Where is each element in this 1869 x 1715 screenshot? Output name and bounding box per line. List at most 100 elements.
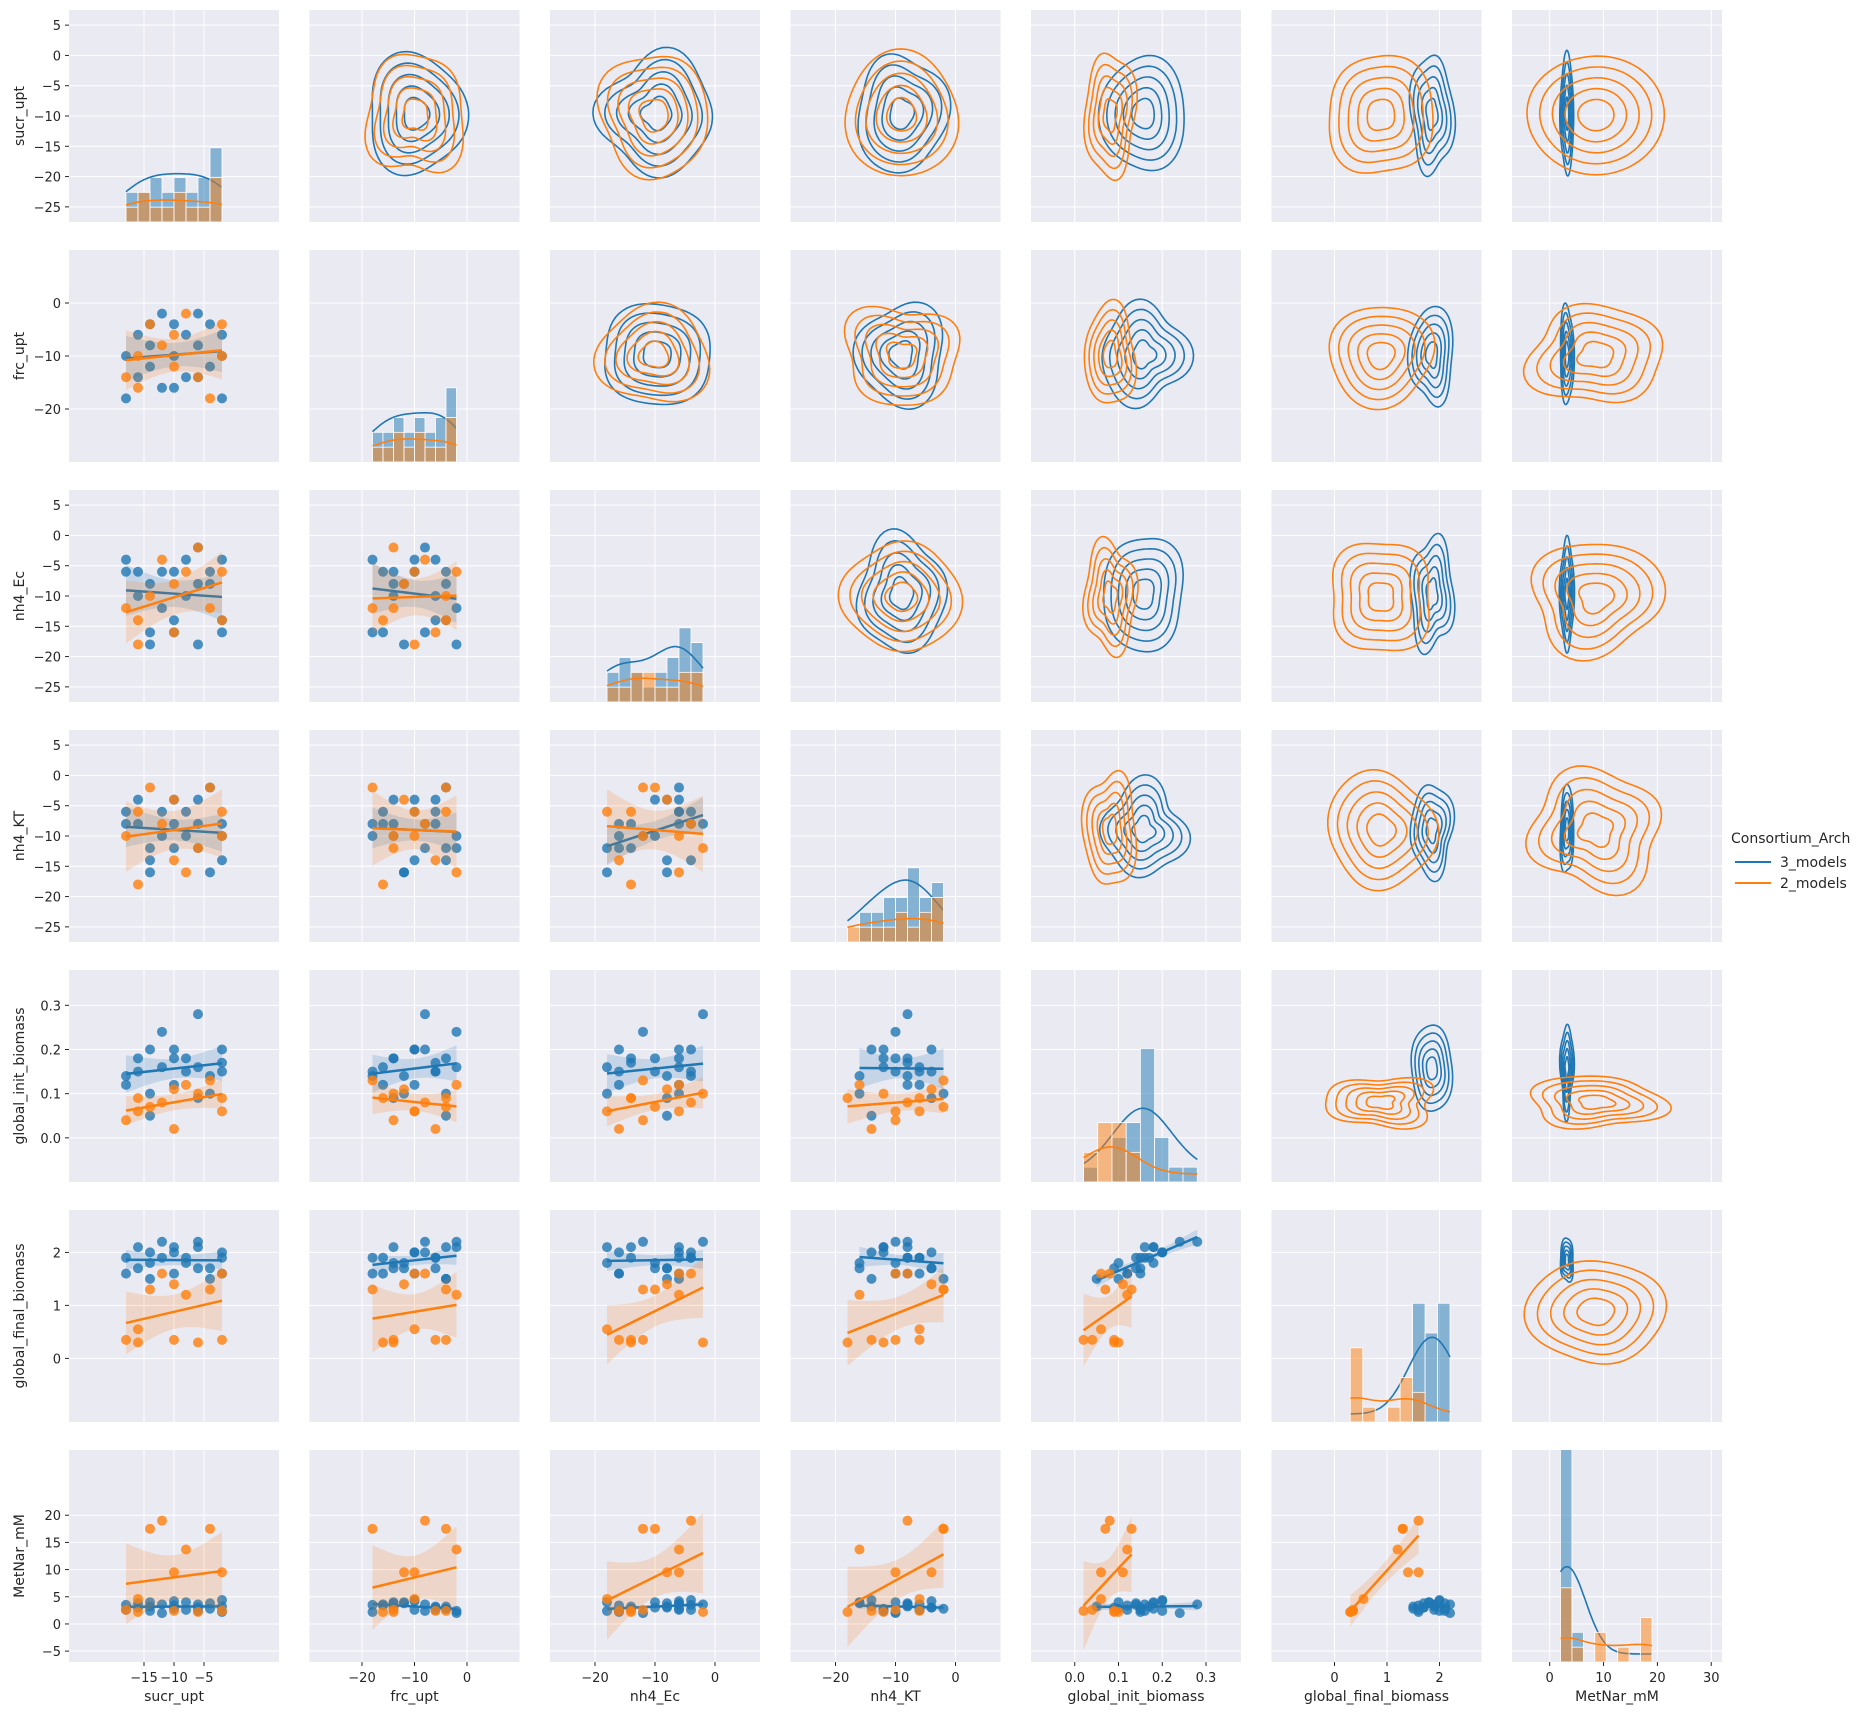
scatter-point-3-models [399,1071,409,1081]
y-tick-label: −10 [34,110,61,125]
scatter-point-2-models [157,818,167,829]
kde-contour-3-models [1098,774,1192,879]
kde-contour-3-models [1561,555,1573,633]
kde-contour-3-models [1425,97,1439,132]
scatter-point-2-models [409,1567,420,1578]
scatter-point-3-models [157,566,167,577]
x-axis-label-nh4-kt: nh4_KT [870,1689,921,1705]
scatter-point-3-models [169,615,179,626]
panel-plot-area [1082,52,1185,182]
kde-contour-2-models [844,48,960,177]
scatter-point-3-models [145,1247,155,1258]
scatter-point-3-models [854,1071,865,1081]
hist-bar-2-models [895,911,908,942]
scatter-point-2-models [193,1088,203,1099]
scatter-point-2-models [399,1084,409,1095]
y-axis-label-global-init-biomass: global_init_biomass [12,1008,28,1145]
panel-global-init-biomass-vs-metnar-mm [1512,970,1722,1182]
panel-plot-area [1349,1302,1451,1422]
panel-nh4-kt-vs-global-init-biomass [1031,730,1241,942]
scatter-point-3-models [388,818,399,829]
x-axis-label-metnar-mm: MetNar_mM [1575,1689,1659,1705]
hist-bar-2-models [606,686,620,702]
x-tick-label: −15 [130,1671,157,1686]
scatter-point-2-models [674,1106,684,1117]
kde-contour-3-models [1421,1048,1443,1089]
hist-bar-2-models [919,911,932,942]
kde-contour-2-models [1564,87,1628,143]
scatter-point-2-models [133,1337,143,1348]
scatter-point-2-models [388,603,399,614]
scatter-point-3-models [451,1242,462,1253]
hist-bar-2-models [1571,1646,1584,1662]
panel-plot-area [844,48,960,177]
y-tick-label: −5 [42,1645,61,1660]
scatter-point-2-models [157,1515,167,1526]
scatter-point-3-models [217,393,227,404]
hist-bar-2-models [1349,1347,1364,1422]
scatter-point-2-models [121,1334,131,1345]
scatter-point-3-models [157,1236,167,1247]
panel-nh4-ec-vs-sucr-upt: −25 −20 −15 −10 −5 0 5 nh4_Ec [12,490,279,702]
kde-contour-3-models [1110,547,1177,642]
scatter-point-2-models [662,794,672,805]
scatter-point-3-models [193,308,203,319]
kde-contour-2-models [1092,75,1128,158]
legend-label-2-models: 2_models [1780,876,1847,892]
scatter-point-2-models [169,578,179,589]
kde-contour-3-models [855,528,949,654]
panel-plot-area [843,301,961,411]
scatter-point-3-models [205,319,215,330]
scatter-point-2-models [181,1289,191,1300]
scatter-point-2-models [1078,1605,1089,1616]
scatter-point-2-models [638,1075,648,1086]
scatter-point-3-models [662,1263,672,1274]
kde-contour-3-models [1561,72,1572,154]
regression-line-2-models [1349,1534,1420,1612]
y-tick-label: 0 [53,529,61,544]
scatter-point-2-models [367,782,378,793]
kde-contour-2-models [875,84,928,143]
scatter-point-3-models [1439,1605,1450,1616]
scatter-point-2-models [145,1284,155,1295]
kde-contour-2-models [1563,1288,1629,1336]
scatter-point-3-models [614,831,624,841]
scatter-point-3-models [378,627,388,638]
regression-line-2-models [606,824,704,836]
hist-bar-3-models [1139,1048,1155,1182]
regression-line-2-models [372,1303,457,1320]
scatter-point-2-models [430,627,441,638]
kde-contour-2-models [1086,546,1134,648]
kde-contour-3-models [1564,1253,1570,1267]
scatter-point-3-models [602,1088,612,1099]
kde-contour-3-models [1558,1023,1576,1123]
scatter-point-3-models [686,1044,696,1055]
regression-line-2-models [606,1286,704,1336]
scatter-point-3-models [602,1258,612,1268]
scatter-point-3-models [193,1263,203,1274]
panel-plot-area [367,1515,462,1631]
scatter-point-2-models [614,1605,624,1616]
x-tick-label: −20 [348,1671,375,1686]
panel-plot-area [121,1515,227,1625]
hist-bar-2-models [1412,1391,1426,1422]
y-tick-label: 0 [53,297,61,312]
kde-contour-2-models [1562,331,1627,378]
kde-contour-2-models [1093,319,1128,386]
panel-plot-area [602,1512,708,1640]
scatter-point-2-models [181,1544,191,1555]
scatter-point-3-models [367,1606,378,1617]
kde-contour-2-models [1542,553,1654,650]
regression-line-2-models [846,1553,945,1608]
panel-nh4-kt-vs-metnar-mm [1512,730,1722,942]
kde-contour-2-models [1578,582,1616,615]
kde-contour-3-models [1122,86,1163,140]
panel-nh4-ec-vs-nh4-kt [790,490,1001,702]
kde-contour-3-models [1101,298,1195,410]
kde-line-3-models [125,172,223,193]
kde-contour-2-models [1563,800,1627,861]
hist-bar-2-models [209,177,223,222]
kde-contour-3-models [1563,330,1572,378]
legend-title: Consortium_Arch [1731,831,1850,847]
scatter-point-3-models [181,329,191,340]
